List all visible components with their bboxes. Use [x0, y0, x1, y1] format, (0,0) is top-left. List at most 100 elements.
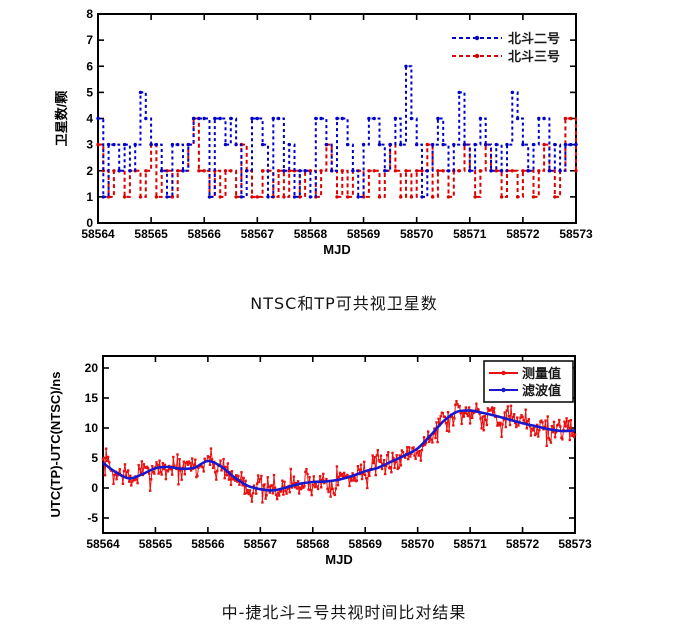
measured-marker	[353, 476, 356, 479]
measured-marker	[275, 497, 279, 501]
measured-marker	[502, 418, 505, 421]
measured-marker	[176, 453, 179, 456]
measured-marker	[312, 475, 315, 478]
measured-marker	[243, 492, 246, 495]
measured-marker	[360, 477, 364, 481]
measured-marker	[452, 424, 455, 427]
measured-marker	[160, 473, 163, 476]
measured-marker	[417, 454, 420, 457]
measured-marker	[331, 487, 334, 491]
measured-marker	[208, 463, 212, 466]
data-marker	[569, 116, 573, 121]
measured-marker	[525, 427, 528, 430]
measured-marker	[202, 470, 205, 473]
measured-marker	[454, 403, 457, 406]
data-marker	[292, 195, 297, 199]
measured-marker	[531, 429, 535, 432]
y-tick-label: 1	[86, 190, 93, 204]
data-marker	[298, 169, 302, 173]
measured-marker	[293, 486, 297, 489]
data-marker	[436, 169, 440, 173]
x-tick-label: 58564	[81, 227, 115, 241]
measured-marker	[292, 475, 296, 478]
plot-box	[102, 355, 576, 534]
measured-marker	[415, 451, 418, 455]
measured-marker	[485, 423, 489, 427]
measured-marker	[398, 454, 401, 457]
data-marker	[547, 169, 552, 173]
measured-marker	[187, 460, 191, 463]
measured-marker	[547, 437, 550, 440]
data-marker	[154, 195, 159, 199]
measured-marker	[193, 463, 196, 466]
data-marker	[377, 195, 382, 199]
data-marker	[436, 116, 440, 121]
measured-marker	[514, 421, 517, 425]
x-tick-label: 58568	[294, 227, 328, 241]
data-marker	[388, 142, 392, 147]
measured-marker	[326, 487, 329, 491]
data-marker	[473, 195, 477, 199]
measured-marker	[247, 492, 250, 496]
data-marker	[176, 169, 180, 173]
data-marker	[197, 169, 201, 173]
measured-marker	[235, 474, 238, 477]
measured-marker	[124, 474, 128, 477]
measured-marker	[357, 468, 361, 471]
measured-marker	[301, 484, 304, 487]
measured-marker	[522, 419, 525, 422]
measured-marker	[397, 466, 400, 469]
x-tick-label: 58567	[244, 537, 278, 551]
measured-marker	[308, 475, 311, 479]
measured-marker	[136, 481, 139, 485]
measured-marker	[483, 415, 486, 418]
measured-marker	[463, 411, 467, 414]
x-tick-label: 58573	[558, 537, 592, 551]
data-marker	[276, 169, 281, 173]
measured-marker	[493, 407, 496, 410]
data-marker	[537, 169, 541, 173]
data-marker	[377, 142, 382, 147]
y-tick-label: 5	[91, 451, 98, 465]
measured-marker	[446, 411, 450, 414]
y-tick-label: 0	[86, 216, 93, 230]
measured-marker	[569, 419, 572, 422]
measured-marker	[278, 494, 281, 497]
measured-marker	[329, 495, 332, 498]
data-marker	[441, 142, 445, 147]
measured-marker	[455, 400, 458, 403]
measured-marker	[350, 479, 353, 482]
data-marker	[499, 169, 504, 173]
data-marker	[409, 195, 414, 199]
measured-marker	[480, 427, 483, 430]
measured-marker	[288, 491, 291, 494]
measured-marker	[422, 436, 426, 439]
measured-marker	[482, 429, 485, 432]
measured-marker	[400, 449, 404, 452]
measured-marker	[373, 456, 376, 459]
measured-marker	[396, 467, 399, 471]
measured-marker	[240, 471, 243, 474]
measured-marker	[129, 474, 132, 477]
data-marker	[537, 116, 541, 121]
measured-marker	[424, 441, 428, 445]
measured-marker	[529, 434, 533, 437]
measured-marker	[155, 461, 158, 464]
data-marker	[218, 116, 222, 121]
data-marker	[207, 195, 212, 199]
data-marker	[489, 169, 493, 173]
data-marker	[176, 142, 180, 147]
measured-marker	[516, 416, 519, 419]
data-marker	[245, 169, 249, 173]
measured-marker	[537, 435, 540, 438]
data-marker	[319, 116, 323, 121]
measured-marker	[361, 472, 365, 475]
legend-label: 北斗二号	[508, 32, 560, 47]
measured-marker	[163, 463, 167, 466]
measured-marker	[220, 469, 223, 472]
measured-marker	[137, 463, 140, 467]
measured-marker	[451, 415, 454, 419]
legend-label: 测量值	[522, 366, 561, 382]
data-marker	[494, 142, 498, 147]
measured-marker	[416, 450, 419, 453]
